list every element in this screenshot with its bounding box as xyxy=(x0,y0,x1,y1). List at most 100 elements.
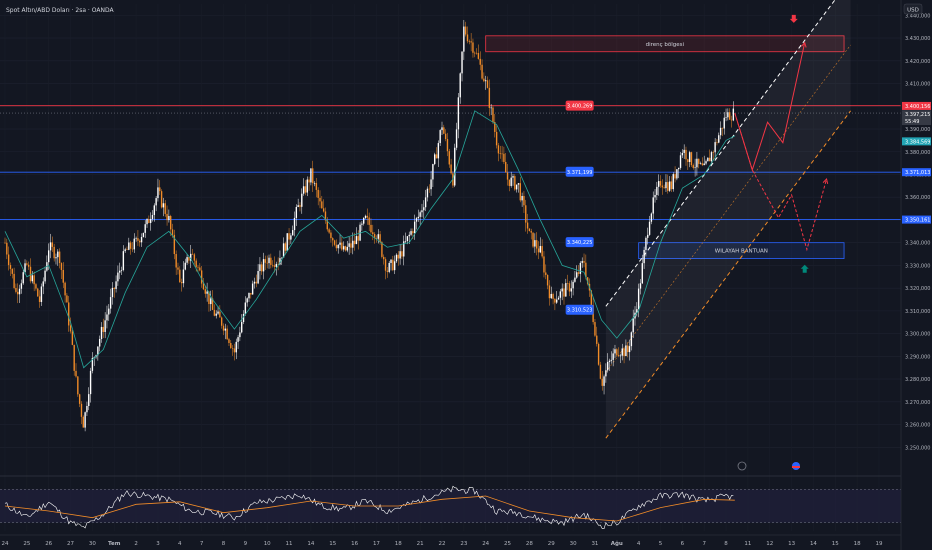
zone-box[interactable] xyxy=(485,35,845,53)
candle-up xyxy=(48,250,50,263)
candle-up xyxy=(439,130,441,144)
level-label-text: 3.371,199 xyxy=(567,170,592,176)
candle-down xyxy=(548,285,551,299)
candle-up xyxy=(281,257,283,259)
candle-down xyxy=(446,139,449,152)
candle-down xyxy=(179,269,181,283)
candle-down xyxy=(566,283,569,284)
candle-down xyxy=(58,251,61,264)
candle-down xyxy=(537,248,540,253)
candle-down xyxy=(590,290,593,306)
candle-up xyxy=(257,271,259,284)
candle-down xyxy=(505,161,507,173)
candle-down xyxy=(68,302,70,326)
channel-lower-line[interactable] xyxy=(605,110,851,439)
scenario-paths[interactable] xyxy=(734,41,829,252)
currency-badge[interactable]: USD xyxy=(903,3,923,15)
candle-down xyxy=(470,41,472,43)
price-channel[interactable] xyxy=(605,0,851,439)
candle-up xyxy=(657,181,660,187)
candles xyxy=(4,19,735,432)
candle-down xyxy=(730,119,733,121)
time-axis-tick: 12 xyxy=(766,541,773,547)
candle-down xyxy=(37,288,39,297)
economic-event-icon[interactable] xyxy=(737,461,747,471)
candle-down xyxy=(9,265,12,269)
candle-up xyxy=(42,281,44,287)
time-axis-tick: 22 xyxy=(439,541,446,547)
annotation-zones[interactable]: direnç bölgesi WILAYAH BANTUAN xyxy=(485,35,845,259)
candle-down xyxy=(568,283,571,292)
candle-up xyxy=(404,241,407,242)
candle-down xyxy=(685,149,687,160)
candle-up xyxy=(426,188,429,198)
candle-up xyxy=(310,168,312,183)
candle-down xyxy=(266,262,268,264)
candle-down xyxy=(481,64,483,79)
candle-up xyxy=(22,272,24,284)
time-axis[interactable]: 24 25 26 27 30 Tem 2 3 4 7 8 9 10 11 14 15 16 17 18 21 22 23 2… xyxy=(0,534,901,547)
candle-up xyxy=(259,264,261,272)
time-axis-tick: 25 xyxy=(504,541,511,547)
channel-upper-line[interactable] xyxy=(605,0,851,307)
zone-box[interactable] xyxy=(638,242,845,259)
candle-down xyxy=(503,153,505,162)
candle-up xyxy=(342,246,345,250)
price-axis[interactable]: 3.250,000 3.260,000 3.270,000 3.280,000 3.29… xyxy=(900,0,932,550)
signal-arrows xyxy=(789,14,809,273)
candle-up xyxy=(108,308,110,315)
price-axis-bg xyxy=(901,0,932,550)
channel-mid-line xyxy=(605,44,851,373)
candle-up xyxy=(242,313,245,323)
candle-down xyxy=(148,219,150,223)
candle-up xyxy=(291,230,294,236)
candle-up xyxy=(115,281,117,289)
price-badge xyxy=(902,101,931,110)
candle-up xyxy=(424,197,427,208)
time-axis-tick: 18 xyxy=(395,541,402,547)
candle-up xyxy=(610,359,613,361)
price-axis-tick: 3.300,000 xyxy=(905,332,930,338)
candle-down xyxy=(372,232,374,235)
candle-up xyxy=(302,186,305,194)
time-axis-tick: 24 xyxy=(482,541,489,547)
candle-down xyxy=(308,179,310,183)
candle-up xyxy=(648,221,651,235)
candle-down xyxy=(220,317,223,326)
candle-up xyxy=(681,152,684,156)
candle-down xyxy=(199,267,201,271)
candle-down xyxy=(173,234,176,255)
candle-up xyxy=(215,313,217,316)
scenario-up-path[interactable] xyxy=(734,42,806,172)
time-axis-tick: 23 xyxy=(460,541,467,547)
country-flag-stripe-icon xyxy=(792,466,800,468)
candle-down xyxy=(499,153,501,155)
time-axis-tick: 30 xyxy=(89,541,96,547)
candle-down xyxy=(577,272,580,274)
candle-down xyxy=(692,165,694,168)
price-axis-tick: 3.270,000 xyxy=(905,400,930,406)
candle-up xyxy=(237,337,239,342)
candle-down xyxy=(171,229,174,235)
candle-down xyxy=(466,34,469,42)
candle-down xyxy=(435,154,438,159)
price-badge-text: 55:49 xyxy=(905,119,919,125)
candle-down xyxy=(472,42,474,53)
price-badge xyxy=(902,215,931,224)
candle-up xyxy=(490,107,492,109)
candle-up xyxy=(654,194,656,198)
candle-up xyxy=(44,270,46,282)
candle-down xyxy=(35,284,37,289)
candle-down xyxy=(475,52,478,54)
candle-up xyxy=(632,318,634,333)
candle-up xyxy=(40,286,43,302)
candle-down xyxy=(444,133,447,140)
candle-up xyxy=(337,244,339,249)
candle-up xyxy=(678,167,680,170)
scenario-down-path[interactable] xyxy=(734,112,828,252)
price-axis-tick: 3.320,000 xyxy=(905,286,930,292)
candle-down xyxy=(530,231,532,233)
candle-down xyxy=(450,164,452,174)
events-icons[interactable] xyxy=(737,461,800,471)
